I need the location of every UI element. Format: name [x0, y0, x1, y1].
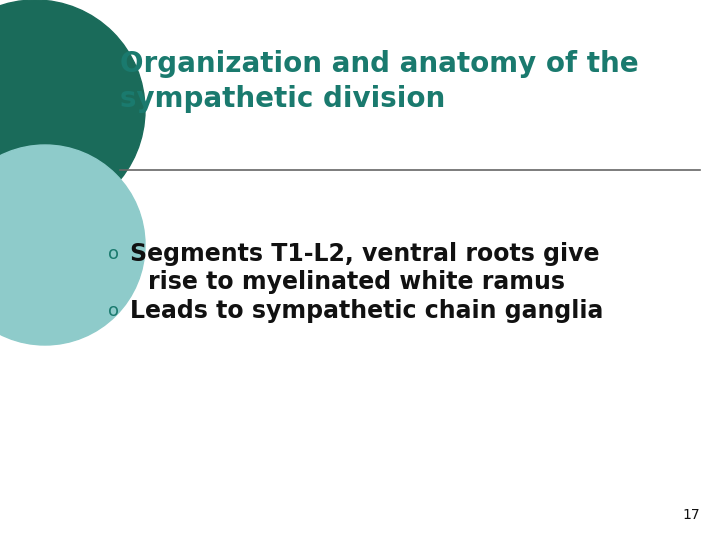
Text: Leads to sympathetic chain ganglia: Leads to sympathetic chain ganglia [130, 299, 603, 323]
Text: o: o [108, 245, 119, 263]
Circle shape [0, 0, 145, 220]
Text: 17: 17 [683, 508, 700, 522]
Text: rise to myelinated white ramus: rise to myelinated white ramus [148, 270, 565, 294]
Text: Organization and anatomy of the: Organization and anatomy of the [120, 50, 639, 78]
Text: o: o [108, 302, 119, 320]
Text: sympathetic division: sympathetic division [120, 85, 445, 113]
Circle shape [0, 145, 145, 345]
Text: Segments T1-L2, ventral roots give: Segments T1-L2, ventral roots give [130, 242, 600, 266]
